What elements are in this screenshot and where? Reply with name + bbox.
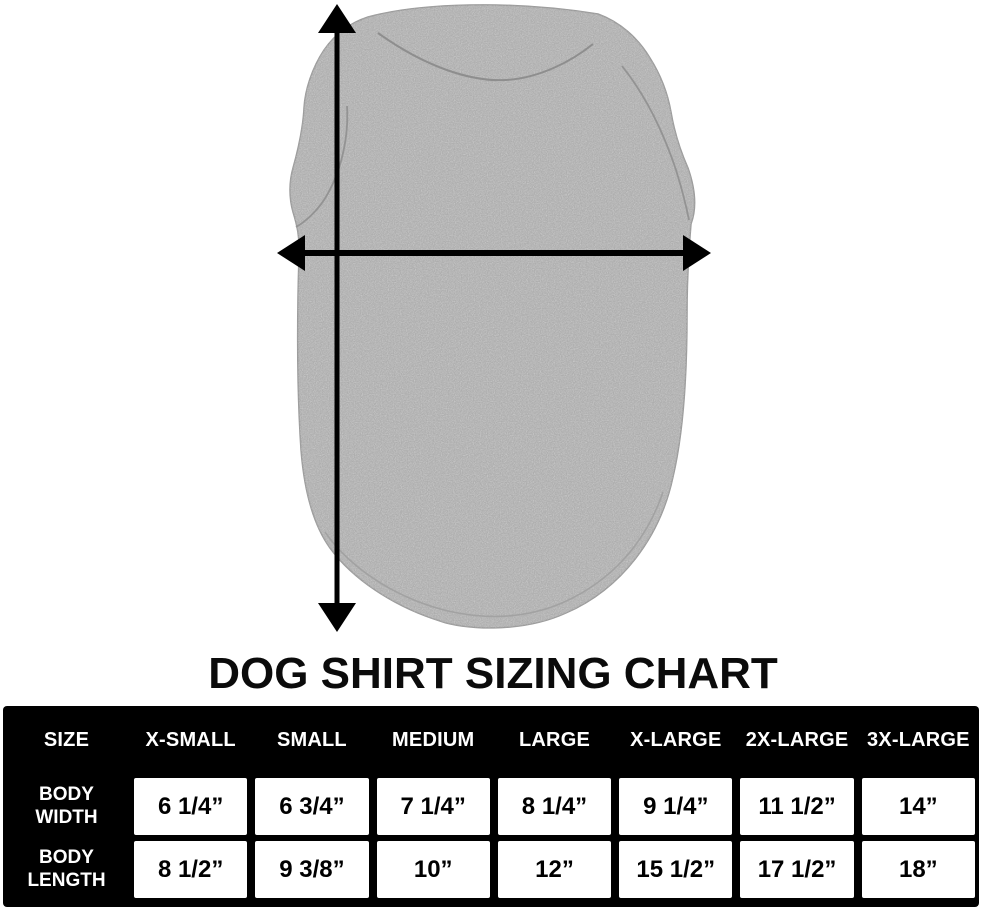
table-cell-width-medium: 7 1/4” <box>376 778 490 835</box>
column-header-small: SMALL <box>276 729 347 751</box>
table-cell-length-2x-large: 17 1/2” <box>740 841 854 898</box>
sizing-table: SIZE X-SMALL SMALL MEDIUM LARGE X-LARGE … <box>3 706 979 907</box>
table-cell-width-x-small: 6 1/4” <box>134 778 248 835</box>
column-header-large: LARGE <box>518 729 590 751</box>
page-title: DOG SHIRT SIZING CHART <box>208 649 778 698</box>
right-armhole-stitch-line <box>621 65 690 221</box>
shirt-heather-texture-dark <box>290 4 695 628</box>
arrowhead-down-icon <box>318 603 356 632</box>
body-length-arrow <box>318 4 356 632</box>
row-label-body-length: BODY LENGTH <box>27 846 106 891</box>
shirt-shape <box>289 4 696 629</box>
table-cell-length-x-large: 15 1/2” <box>619 841 733 898</box>
table-cell-length-small: 9 3/8” <box>255 841 369 898</box>
body-width-arrow <box>277 235 711 271</box>
table-cell-width-large: 8 1/4” <box>497 778 612 835</box>
column-header-3x-large: 3X-LARGE <box>866 729 970 751</box>
table-cell-width-3x-large: 14” <box>861 778 975 835</box>
column-header-x-large: X-LARGE <box>630 729 722 751</box>
column-header-2x-large: 2X-LARGE <box>745 729 849 751</box>
arrowhead-right-icon <box>683 235 711 271</box>
hem-stitch-line <box>324 491 664 618</box>
arrowhead-up-icon <box>318 4 356 33</box>
arrowhead-left-icon <box>277 235 305 271</box>
left-armhole-stitch-line <box>295 105 349 228</box>
collar-stitch-line <box>377 32 594 82</box>
dog-shirt-illustration <box>277 4 711 632</box>
row-label-body-width: BODY WIDTH <box>35 783 98 828</box>
column-header-medium: MEDIUM <box>392 729 475 751</box>
column-header-x-small: X-SMALL <box>145 729 236 751</box>
column-header-size: SIZE <box>43 729 90 751</box>
table-cell-length-large: 12” <box>497 841 612 898</box>
table-cell-width-x-large: 9 1/4” <box>619 778 733 835</box>
table-cell-length-3x-large: 18” <box>861 841 975 898</box>
table-cell-length-medium: 10” <box>376 841 490 898</box>
table-cell-width-small: 6 3/4” <box>255 778 369 835</box>
table-cell-width-2x-large: 11 1/2” <box>740 778 854 835</box>
table-cell-length-x-small: 8 1/2” <box>134 841 248 898</box>
